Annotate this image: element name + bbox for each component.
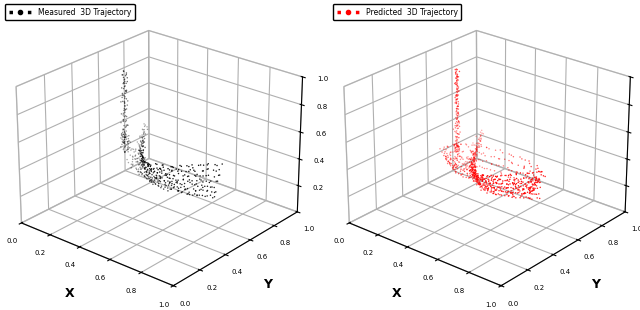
Legend: Measured  3D Trajectory: Measured 3D Trajectory bbox=[5, 4, 135, 20]
Legend: Predicted  3D Trajectory: Predicted 3D Trajectory bbox=[333, 4, 461, 20]
Y-axis label: Y: Y bbox=[591, 278, 600, 291]
X-axis label: X: X bbox=[64, 287, 74, 300]
X-axis label: X: X bbox=[392, 287, 402, 300]
Y-axis label: Y: Y bbox=[264, 278, 273, 291]
